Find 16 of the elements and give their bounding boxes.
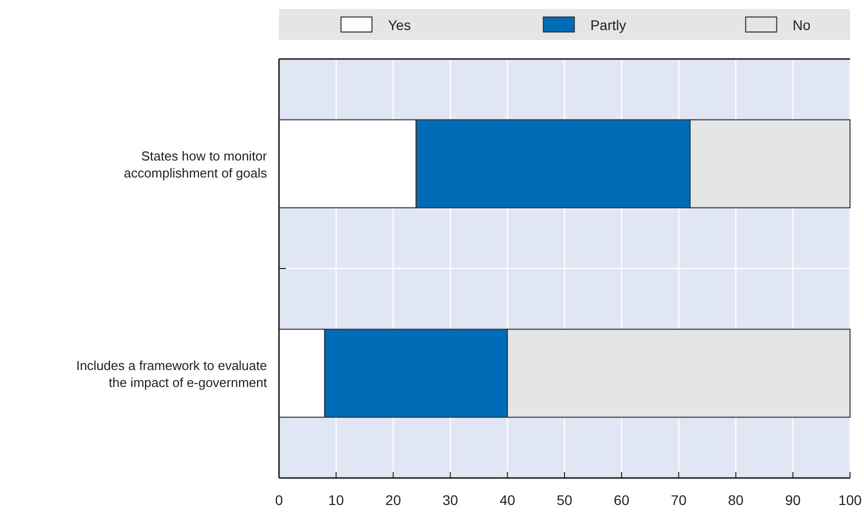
x-tick-label: 90: [785, 492, 801, 508]
x-tick-label: 60: [614, 492, 630, 508]
x-tick-label: 0: [275, 492, 284, 508]
x-tick-label: 30: [442, 492, 458, 508]
x-tick-label: 70: [670, 492, 687, 508]
x-tick-label: 80: [728, 492, 744, 508]
x-tick-label: 100: [838, 492, 862, 508]
x-tick-label: 50: [556, 492, 572, 508]
x-tick-label: 20: [385, 492, 402, 508]
y-tick-label: Includes a framework to evaluate the impact of e-government: [76, 358, 268, 390]
legend-label: Yes: [388, 17, 411, 33]
legend-label: Partly: [590, 17, 626, 33]
x-tick-label: 10: [328, 492, 344, 508]
legend-label: No: [792, 17, 811, 33]
y-tick-label: States how to monitor accomplishment of goals: [124, 148, 268, 180]
x-tick-label: 40: [500, 492, 516, 508]
